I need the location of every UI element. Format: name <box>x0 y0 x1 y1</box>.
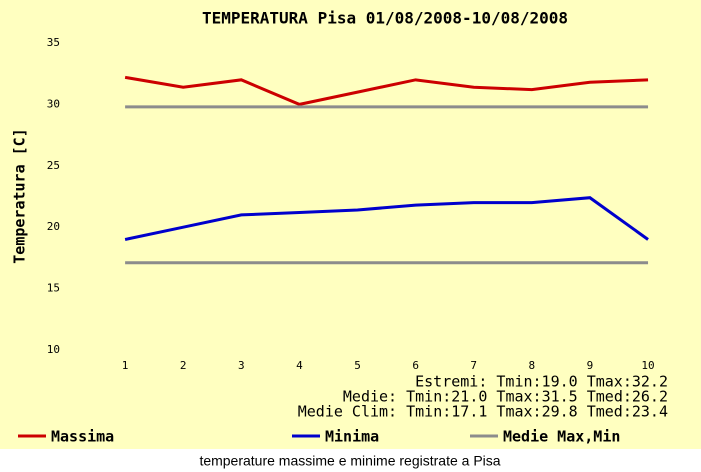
series-line <box>124 75 649 106</box>
x-tick-label: 1 <box>122 359 129 372</box>
x-tick-label: 7 <box>470 359 477 372</box>
x-tick-label: 2 <box>180 359 187 372</box>
y-tick-label: 35 <box>47 36 60 49</box>
series-line <box>124 196 649 241</box>
legend-label: Minima <box>325 428 379 446</box>
x-tick-label: 9 <box>587 359 594 372</box>
legend-label: Medie Max,Min <box>503 428 620 446</box>
x-tick-label: 4 <box>296 359 303 372</box>
legend-label: Massima <box>51 428 114 446</box>
y-axis-label: Temperatura [C] <box>11 128 29 263</box>
y-tick-label: 20 <box>47 220 60 233</box>
x-tick-label: 3 <box>238 359 245 372</box>
x-tick-label: 8 <box>529 359 536 372</box>
y-tick-label: 25 <box>47 159 60 172</box>
chart-title: TEMPERATURA Pisa 01/08/2008-10/08/2008 <box>202 9 568 28</box>
y-tick-label: 10 <box>47 343 60 356</box>
annotation: Medie Clim: Tmin:17.1 Tmax:29.8 Tmed:23.… <box>298 403 668 421</box>
y-tick-label: 30 <box>47 97 60 110</box>
y-tick-label: 15 <box>47 282 60 295</box>
caption: temperature massime e minime registrate … <box>199 453 500 469</box>
x-tick-label: 6 <box>412 359 419 372</box>
x-tick-label: 10 <box>641 359 654 372</box>
chart-background <box>0 0 701 449</box>
annotation: Estremi: Tmin:19.0 Tmax:32.2 <box>415 373 668 391</box>
annotation: Medie: Tmin:21.0 Tmax:31.5 Tmed:26.2 <box>343 388 668 406</box>
x-tick-label: 5 <box>354 359 361 372</box>
